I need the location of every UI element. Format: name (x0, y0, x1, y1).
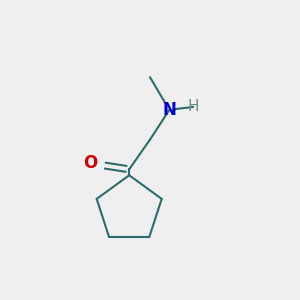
Text: N: N (162, 101, 176, 119)
Text: H: H (187, 99, 199, 114)
Text: O: O (83, 154, 98, 172)
